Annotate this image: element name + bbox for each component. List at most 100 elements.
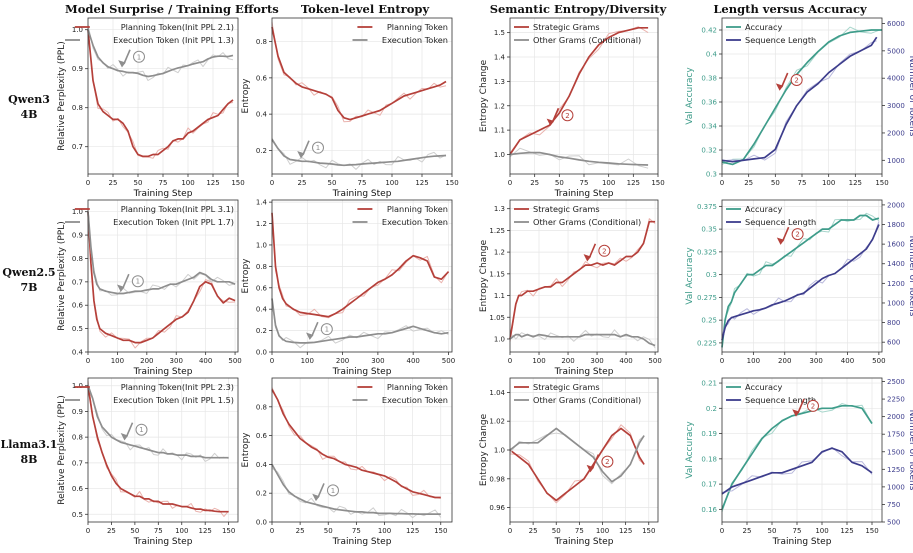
x-tick-label: 200 — [561, 357, 574, 365]
y-tick-label: 1.25 — [489, 227, 505, 235]
y-tick-label: 1.2 — [494, 249, 505, 257]
annotation-arrow — [781, 226, 790, 242]
y2-tick-label: 1000 — [887, 483, 905, 491]
y-tick-label: 0.2 — [706, 405, 717, 413]
annotation-arrowhead — [297, 150, 305, 159]
x-tick-label: 100 — [175, 527, 188, 535]
x-tick-label: 500 — [872, 357, 885, 365]
y-tick-label: 1.3 — [494, 205, 505, 213]
x-tick-label: 300 — [590, 357, 603, 365]
y-tick-label: 1.0 — [494, 447, 505, 455]
series-line — [271, 26, 447, 121]
annotation-arrow — [311, 321, 319, 337]
y-tick-label: 1.4 — [494, 54, 506, 62]
chart-panel: 0 100 200 300 400 500 0.225 0.25 0.275 0.3 0.325 0.… — [685, 199, 913, 365]
x-tick-label: 150 — [865, 527, 878, 535]
y2-tick-label: 1200 — [887, 280, 905, 288]
row-label-model: Qwen2.5 — [2, 266, 56, 279]
column-title: Length versus Accuracy — [713, 2, 867, 16]
x-tick-label: 125 — [849, 179, 862, 187]
series-line — [509, 427, 645, 483]
y2-tick-label: 800 — [887, 319, 900, 327]
y2-tick-label: 500 — [887, 519, 900, 527]
annotation-arrow — [588, 243, 597, 259]
x-tick-label: 0 — [508, 527, 512, 535]
y2-tick-label: 5000 — [887, 47, 905, 55]
legend-label: Other Grams (Conditional) — [533, 395, 641, 405]
x-tick-label: 100 — [181, 179, 194, 187]
series-raw-line — [87, 24, 234, 81]
x-tick-label: 75 — [798, 179, 807, 187]
y2-tick-label: 1800 — [887, 221, 905, 229]
x-tick-label: 100 — [111, 357, 124, 365]
x-tick-label: 100 — [596, 527, 609, 535]
y2-tick-label: 1400 — [887, 260, 905, 268]
annotation-arrow — [122, 273, 130, 289]
x-tick-label: 25 — [107, 527, 116, 535]
y2-tick-label: 1000 — [887, 299, 905, 307]
y-tick-label: 0.8 — [256, 38, 267, 46]
annotation-arrow — [123, 49, 131, 65]
x-axis-label: Training Step — [554, 537, 614, 547]
x-tick-label: 0 — [508, 357, 512, 365]
y2-axis-label: Number of Tokens — [907, 236, 913, 317]
y-tick-label: 0.8 — [256, 403, 267, 411]
y-tick-label: 0.8 — [72, 104, 83, 112]
series-raw-line — [509, 147, 649, 169]
x-tick-label: 0 — [720, 357, 724, 365]
y-tick-label: 1.3 — [494, 78, 505, 86]
column-title: Token-level Entropy — [300, 2, 430, 16]
x-tick-label: 100 — [301, 357, 314, 365]
x-tick-label: 400 — [199, 357, 212, 365]
y-tick-label: 0.7 — [72, 278, 83, 286]
x-tick-label: 100 — [385, 179, 398, 187]
y-tick-label: 0.9 — [72, 65, 83, 73]
annotation-marker — [598, 244, 611, 257]
legend-label: Sequence Length — [745, 35, 816, 45]
series-line — [271, 139, 447, 167]
series-raw-line — [271, 212, 449, 319]
y-axis-label: Entropy Change — [479, 413, 489, 486]
y-tick-label: 0.42 — [701, 27, 717, 35]
annotation-marker — [312, 141, 324, 154]
y-tick-label: 0.5 — [72, 511, 83, 519]
y2-tick-label: 1250 — [887, 466, 905, 474]
chart-panel: 0 25 50 75 100 125 150 0.96 0.98 1.0 1.02 1.04 Train… — [479, 377, 659, 547]
annotation-number: 2 — [605, 458, 609, 466]
y-axis-label: Val Accuracy — [685, 421, 695, 479]
x-tick-label: 50 — [768, 527, 777, 535]
annotation-number: 2 — [602, 247, 606, 255]
series-line — [87, 385, 229, 513]
x-tick-label: 50 — [134, 179, 143, 187]
y2-tick-label: 6000 — [887, 20, 905, 28]
x-tick-label: 150 — [642, 527, 655, 535]
x-axis-label: Training Step — [332, 367, 392, 377]
y-tick-label: 1.1 — [494, 292, 505, 300]
y-tick-label: 0.16 — [701, 506, 717, 514]
x-tick-label: 100 — [815, 527, 828, 535]
plot-frame — [87, 199, 239, 353]
y2-axis-label: Number of Tokens — [907, 56, 913, 137]
y-axis-label: Relative Perplexity (PPL) — [57, 221, 67, 331]
y-tick-label: 0.96 — [489, 504, 505, 512]
chart-panel: 0 100 200 300 400 500 0.4 0.5 0.6 0.7 0.8 0.9 1.0 Tra… — [57, 199, 242, 377]
x-axis-label: Training Step — [133, 367, 193, 377]
series-line — [271, 463, 441, 515]
y-tick-label: 0.25 — [701, 317, 717, 325]
annotation-number: 1 — [137, 53, 141, 61]
x-tick-label: 300 — [371, 357, 384, 365]
x-tick-label: 75 — [352, 527, 361, 535]
y-tick-label: 1.05 — [489, 314, 505, 322]
legend-label: Sequence Length — [745, 395, 816, 405]
series-raw-line — [87, 212, 236, 349]
series-line — [509, 333, 656, 347]
x-tick-label: 0 — [86, 527, 90, 535]
series-raw-line — [509, 424, 645, 504]
x-tick-label: 50 — [552, 527, 561, 535]
series-line — [721, 29, 882, 166]
y-tick-label: 0.18 — [701, 455, 717, 463]
y-tick-label: 1.15 — [489, 270, 505, 278]
series-raw-line — [87, 383, 229, 462]
annotation-marker — [320, 323, 333, 336]
legend-label: Accuracy — [745, 382, 783, 392]
